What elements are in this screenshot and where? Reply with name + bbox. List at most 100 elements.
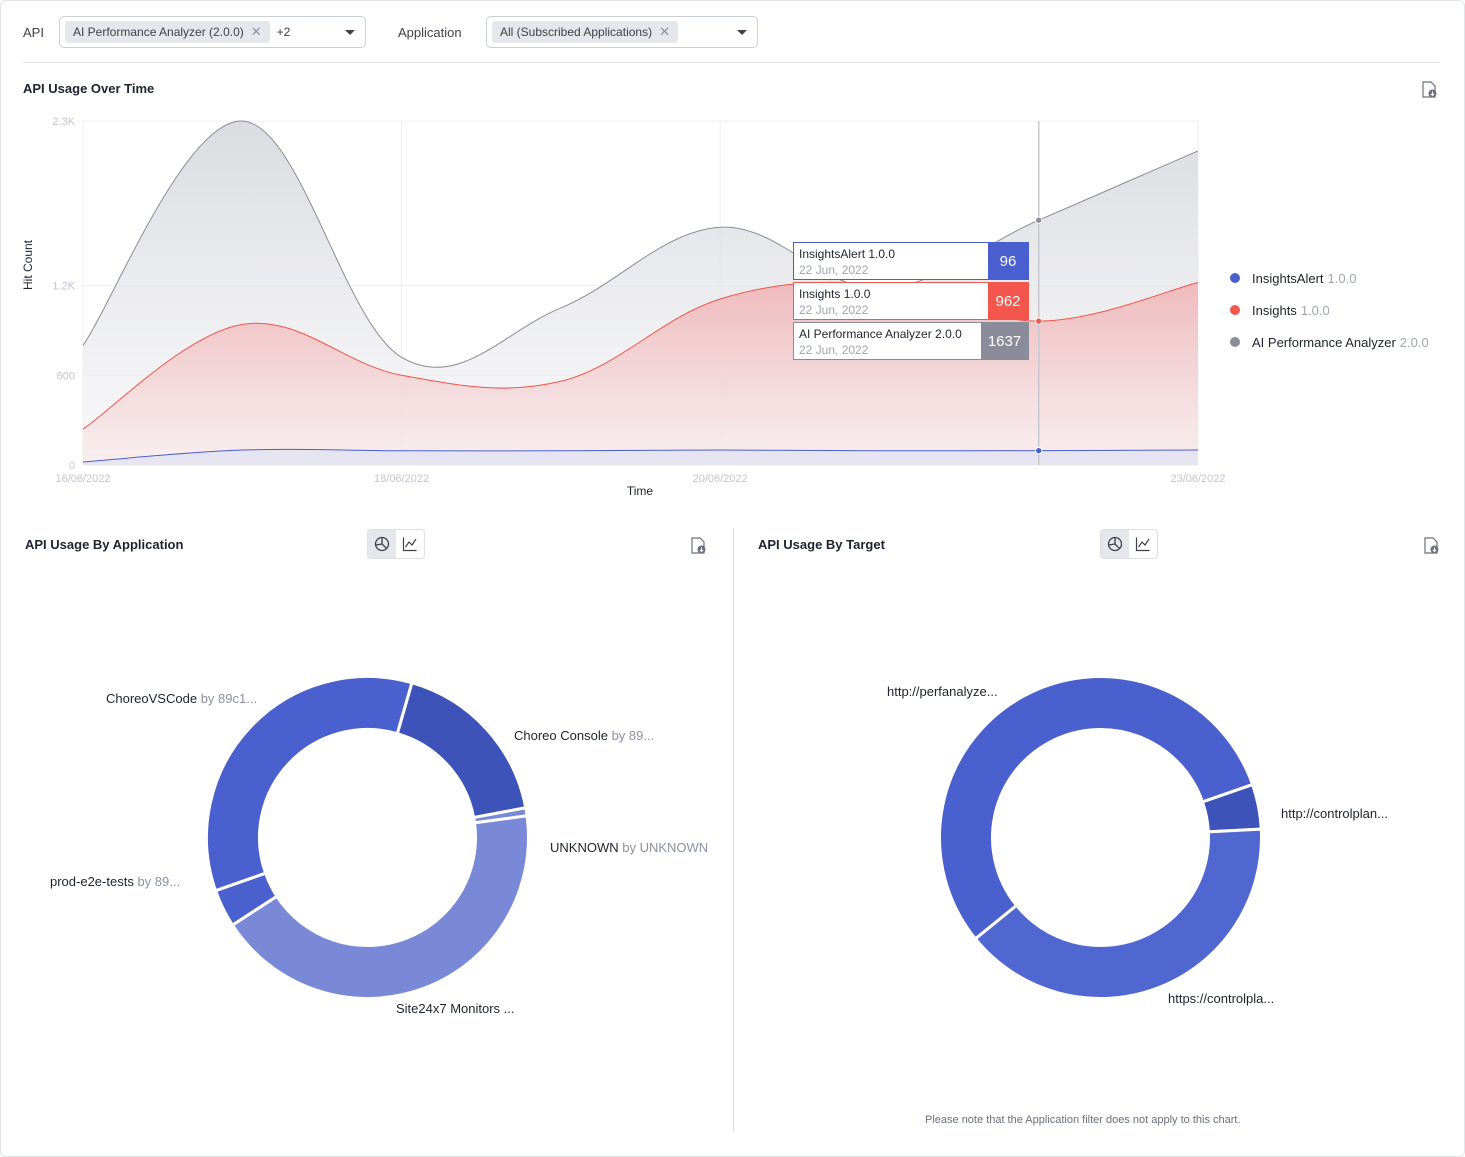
tooltip-row: AI Performance Analyzer 2.0.0 22 Jun, 20… bbox=[793, 322, 1029, 360]
slice-label: prod-e2e-tests by 89... bbox=[50, 874, 180, 889]
tooltip-series: InsightsAlert 1.0.0 bbox=[799, 247, 896, 261]
series-area bbox=[83, 449, 1198, 465]
by-target-title: API Usage By Target bbox=[758, 537, 885, 552]
x-tick-label: 23/06/2022 bbox=[1170, 473, 1225, 485]
slice-label-main: http://controlplan... bbox=[1281, 806, 1388, 821]
usage-over-time-chart: 0 600 1.2K 2.3K 16/06/2022 18/06/2022 20/06/20… bbox=[21, 116, 1226, 498]
slice-label: Site24x7 Monitors ... bbox=[396, 1001, 515, 1016]
panel-divider bbox=[733, 528, 734, 1132]
usage-over-time-title: API Usage Over Time bbox=[23, 81, 155, 96]
donut-slice[interactable] bbox=[205, 675, 414, 893]
legend-item[interactable]: Insights 1.0.0 bbox=[1230, 294, 1429, 326]
donut-slice[interactable] bbox=[938, 675, 1255, 941]
tooltip-date: 22 Jun, 2022 bbox=[799, 263, 869, 277]
slice-label-main: Site24x7 Monitors ... bbox=[396, 1001, 515, 1016]
x-axis-title: Time bbox=[627, 484, 654, 498]
series-line bbox=[82, 448, 1199, 463]
tooltip-row: Insights 1.0.0 22 Jun, 2022 962 bbox=[793, 282, 1029, 320]
tooltip-series: Insights 1.0.0 bbox=[799, 287, 871, 301]
legend-dot bbox=[1230, 273, 1240, 283]
api-chip: AI Performance Analyzer (2.0.0) ✕ bbox=[65, 21, 270, 43]
chart-type-toggle bbox=[367, 529, 425, 559]
legend-name: InsightsAlert bbox=[1252, 270, 1324, 286]
donut-slice[interactable] bbox=[395, 680, 528, 820]
tooltip-series: AI Performance Analyzer 2.0.0 bbox=[799, 327, 962, 341]
slice-label-main: Choreo Console bbox=[514, 728, 608, 743]
slice-label: http://controlplan... bbox=[1281, 806, 1388, 821]
chevron-down-icon[interactable] bbox=[737, 30, 747, 35]
application-select[interactable]: All (Subscribed Applications) ✕ bbox=[486, 16, 758, 48]
donut-slice[interactable] bbox=[230, 814, 530, 1000]
series-line bbox=[82, 120, 1199, 368]
slice-label-sub: by 89c1... bbox=[200, 691, 258, 706]
legend-version: 2.0.0 bbox=[1399, 334, 1429, 350]
legend-item[interactable]: AI Performance Analyzer 2.0.0 bbox=[1230, 326, 1429, 358]
y-tick-label: 2.3K bbox=[52, 116, 75, 128]
chevron-down-icon[interactable] bbox=[345, 30, 355, 35]
export-icon[interactable] bbox=[689, 537, 707, 555]
chart-type-toggle bbox=[1100, 529, 1158, 559]
pie-chart-toggle[interactable] bbox=[368, 530, 396, 558]
chip-close-icon[interactable]: ✕ bbox=[250, 24, 262, 39]
legend-name: AI Performance Analyzer bbox=[1252, 334, 1396, 350]
slice-label-main: http://perfanalyze... bbox=[887, 684, 998, 699]
slice-label-sub: by 89... bbox=[137, 874, 181, 889]
legend-dot bbox=[1230, 305, 1240, 315]
legend-item[interactable]: InsightsAlert 1.0.0 bbox=[1230, 262, 1429, 294]
by-application-title: API Usage By Application bbox=[25, 537, 184, 552]
slice-label-main: https://controlpla... bbox=[1168, 991, 1275, 1006]
legend-dot bbox=[1230, 337, 1240, 347]
filter-divider bbox=[23, 62, 1440, 63]
application-donut-chart bbox=[205, 675, 530, 1000]
y-tick-label: 1.2K bbox=[52, 281, 75, 293]
api-chip-label: AI Performance Analyzer (2.0.0) bbox=[73, 25, 244, 39]
slice-label-main: ChoreoVSCode bbox=[106, 691, 198, 706]
legend-name: Insights bbox=[1252, 302, 1297, 318]
tooltip-date: 22 Jun, 2022 bbox=[799, 303, 869, 317]
x-tick-label: 18/06/2022 bbox=[374, 473, 429, 485]
tooltip-value: 96 bbox=[988, 243, 1028, 279]
legend-version: 1.0.0 bbox=[1300, 302, 1330, 318]
slice-label-sub: by UNKNOWN bbox=[622, 840, 709, 855]
donut-slice[interactable] bbox=[973, 827, 1263, 1000]
slice-label: Choreo Console by 89... bbox=[514, 728, 654, 743]
tooltip-value: 962 bbox=[988, 283, 1028, 319]
usage-over-time-legend: InsightsAlert 1.0.0 Insights 1.0.0 AI Pe… bbox=[1230, 262, 1429, 358]
hover-point bbox=[1035, 216, 1043, 224]
application-filter-label: Application bbox=[398, 25, 462, 40]
slice-label: http://perfanalyze... bbox=[887, 684, 998, 699]
x-tick-label: 16/06/2022 bbox=[55, 473, 110, 485]
tooltip-value: 1637 bbox=[981, 323, 1028, 359]
line-chart-toggle[interactable] bbox=[1129, 530, 1157, 558]
slice-label-main: UNKNOWN bbox=[550, 840, 619, 855]
export-icon[interactable] bbox=[1420, 81, 1438, 99]
y-axis-title: Hit Count bbox=[21, 239, 35, 290]
tooltip-row: InsightsAlert 1.0.0 22 Jun, 2022 96 bbox=[793, 242, 1029, 280]
y-tick-label: 600 bbox=[57, 370, 75, 382]
hover-point bbox=[1035, 446, 1043, 455]
slice-label: ChoreoVSCode by 89c1... bbox=[106, 691, 257, 706]
pie-chart-icon bbox=[374, 536, 390, 552]
y-tick-label: 0 bbox=[69, 460, 75, 472]
slice-label-main: prod-e2e-tests bbox=[50, 874, 134, 889]
api-filter-label: API bbox=[23, 25, 44, 40]
target-donut-chart bbox=[938, 675, 1263, 1000]
legend-version: 1.0.0 bbox=[1327, 270, 1357, 286]
slice-label-sub: by 89... bbox=[611, 728, 655, 743]
application-chip: All (Subscribed Applications) ✕ bbox=[492, 21, 678, 43]
target-filter-note: Please note that the Application filter … bbox=[925, 1114, 1241, 1126]
line-chart-icon bbox=[402, 537, 417, 552]
api-more-count: +2 bbox=[276, 25, 291, 39]
hover-point bbox=[1035, 317, 1043, 325]
slice-label: UNKNOWN by UNKNOWN bbox=[550, 840, 710, 855]
api-select[interactable]: AI Performance Analyzer (2.0.0) ✕ +2 bbox=[59, 16, 366, 48]
export-icon[interactable] bbox=[1422, 537, 1440, 555]
slice-label: https://controlpla... bbox=[1168, 991, 1274, 1006]
tooltip-date: 22 Jun, 2022 bbox=[799, 343, 869, 357]
line-chart-toggle[interactable] bbox=[396, 530, 424, 558]
pie-chart-icon bbox=[1107, 536, 1123, 552]
x-tick-label: 20/06/2022 bbox=[693, 473, 748, 485]
pie-chart-toggle[interactable] bbox=[1101, 530, 1129, 558]
chip-close-icon[interactable]: ✕ bbox=[659, 24, 670, 39]
application-chip-label: All (Subscribed Applications) bbox=[500, 25, 653, 39]
